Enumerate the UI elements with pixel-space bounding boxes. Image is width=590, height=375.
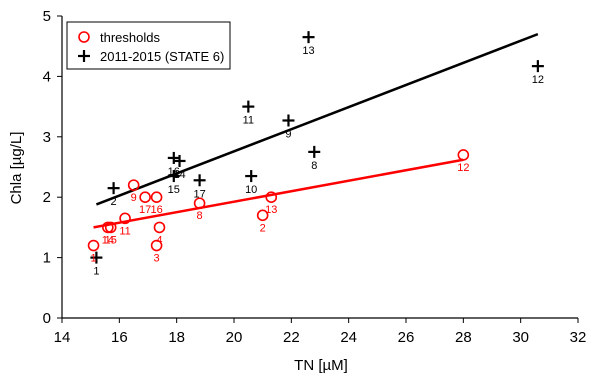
state6-point-label: 1 [93,266,99,278]
threshold-point [457,149,470,161]
legend-box [66,21,231,70]
x-tick-label: 32 [570,329,587,346]
state6-point-label: 9 [285,128,291,140]
x-axis-ticks: 14 16 18 20 22 24 26 28 30 32 [54,318,587,346]
legend-state6-label: 2011-2015 (STATE 6) [100,49,224,64]
x-tick-label: 16 [111,329,128,346]
threshold-point [193,197,206,210]
x-tick-label: 26 [398,329,415,346]
threshold-point-label: 8 [197,210,203,222]
y-axis-title: Chla [µg/L] [8,132,25,205]
state6-point-label: 14 [173,169,185,181]
x-tick-label: 28 [455,329,472,346]
data-points [87,31,544,264]
state6-point [282,114,295,127]
thresholds-trend-line [93,158,464,229]
threshold-point [87,239,100,252]
state6-point-label: 11 [243,115,254,127]
threshold-point-label: 13 [265,204,277,216]
y-axis-ticks: 0 1 2 3 4 5 [43,8,62,327]
x-tick-label: 24 [340,329,357,346]
threshold-point [127,179,140,191]
x-tick-label: 18 [168,329,185,346]
state6-point-label: 8 [311,160,317,172]
x-tick-label: 14 [54,329,71,346]
state6-point-label: 10 [245,184,257,196]
threshold-point [153,221,166,234]
legend: thresholds 2011-2015 (STATE 6) [66,21,231,70]
legend-thresholds-label: thresholds [100,30,160,45]
threshold-point [265,191,278,203]
threshold-point-label: 14 [102,234,114,246]
threshold-point [150,239,163,252]
threshold-point-label: 15 [105,234,117,246]
threshold-point-label: 11 [119,225,130,237]
state6-point [302,31,315,44]
threshold-point [150,191,163,203]
state6-point [308,145,321,158]
state6-point [90,251,103,264]
threshold-point-label: 9 [131,192,137,204]
y-tick-label: 2 [43,189,51,206]
axes [61,16,578,319]
state6-point [193,174,206,187]
x-tick-label: 20 [226,329,243,346]
state6-point-label: 16 [168,166,180,178]
state6-point [531,60,544,73]
threshold-point [119,212,131,225]
threshold-point-label: 4 [156,234,162,246]
threshold-point-label: 16 [150,204,162,216]
state6-point [107,182,120,195]
legend-thresholds-marker [78,31,90,43]
state6-point-label: 15 [168,184,180,196]
threshold-point-label: 2 [260,222,266,234]
state6-point-label: 12 [532,74,544,86]
threshold-point-label: 12 [457,162,469,174]
state6-point-label: 17 [193,188,205,200]
state6-point [173,154,186,167]
state6-point [245,170,258,183]
y-tick-label: 4 [43,68,51,85]
threshold-point-label: 1 [90,253,96,265]
y-tick-label: 0 [43,310,51,327]
state6-point [242,100,255,113]
y-tick-label: 3 [43,129,51,146]
x-tick-label: 30 [512,329,529,346]
x-axis-title: TN [µM] [294,357,348,374]
threshold-point-label: 17 [139,204,151,216]
threshold-point [139,191,151,203]
state6-point-label: 2 [111,196,117,208]
y-tick-label: 1 [43,250,51,267]
legend-state6-marker [78,50,90,62]
x-tick-label: 22 [283,329,300,346]
state6-point [167,170,180,183]
threshold-point [256,209,269,222]
y-tick-label: 5 [43,8,51,25]
state6-point-label: 13 [302,45,314,57]
state6-point [167,151,180,164]
threshold-point-label: 3 [154,253,160,265]
threshold-point [104,221,117,234]
